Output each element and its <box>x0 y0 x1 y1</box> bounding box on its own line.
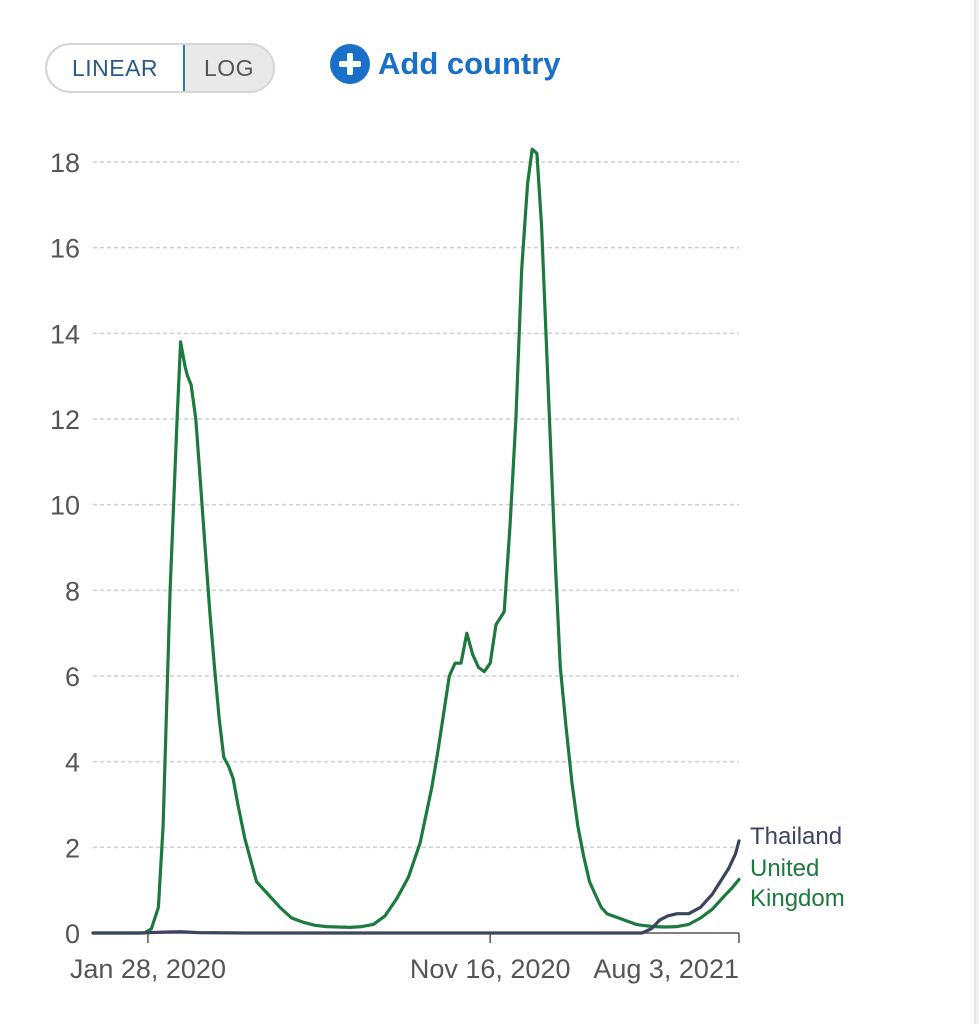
y-tick-label: 0 <box>65 919 80 949</box>
add-country-button[interactable]: Add country <box>330 44 561 84</box>
add-country-label: Add country <box>378 46 561 81</box>
series-label-thailand: Thailand <box>750 823 842 850</box>
series-line-united-kingdom <box>91 147 741 935</box>
plus-circle-icon <box>330 44 370 84</box>
y-tick-label: 6 <box>65 662 80 692</box>
series-line-thailand <box>91 839 741 935</box>
x-tick-label: Jan 28, 2020 <box>70 954 226 984</box>
y-tick-label: 18 <box>50 148 80 178</box>
linear-scale-button[interactable]: LINEAR <box>47 45 185 91</box>
y-tick-label: 14 <box>50 319 80 349</box>
y-tick-label: 16 <box>50 234 80 264</box>
y-tick-label: 10 <box>50 491 80 521</box>
log-scale-button[interactable]: LOG <box>203 54 255 81</box>
series-label-united-kingdom: United Kingdom <box>750 855 845 912</box>
y-tick-label: 2 <box>65 833 80 863</box>
x-tick-label: Nov 16, 2020 <box>410 954 571 984</box>
x-tick-label: Aug 3, 2021 <box>593 954 739 984</box>
y-tick-label: 4 <box>65 748 80 778</box>
y-tick-label: 8 <box>65 576 80 606</box>
y-tick-label: 12 <box>50 405 80 435</box>
scale-toggle[interactable]: LINEAR LOG <box>45 43 275 93</box>
